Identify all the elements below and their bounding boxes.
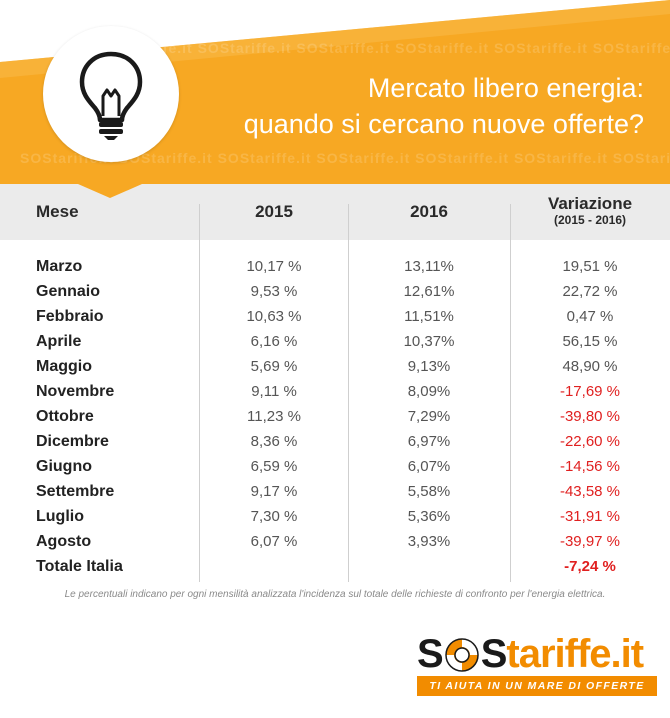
cell-2016: 7,29% <box>407 408 451 425</box>
cell-variazione: 19,51 % <box>562 258 618 275</box>
sostariffe-logo: S S tariffe.it TI AIUTA IN UN MARE DI OF… <box>417 632 657 698</box>
column-header-variazione-label: Variazione <box>547 194 633 213</box>
cell-mese: Dicembre <box>36 433 109 450</box>
bulb-badge <box>43 26 179 162</box>
cell-variazione: -43,58 % <box>559 483 621 500</box>
cell-variazione: -31,91 % <box>559 508 621 525</box>
table-row: Novembre 9,11 % 8,09% -17,69 % <box>0 379 670 404</box>
watermark-row: SOStariffe.it SOStariffe.it SOStariffe.i… <box>20 150 670 166</box>
cell-variazione: -39,80 % <box>559 408 621 425</box>
cell-mese: Giugno <box>36 458 92 475</box>
column-header-2016: 2016 <box>410 202 448 221</box>
cell-2015: 9,17 % <box>250 483 298 500</box>
cell-2015: 6,07 % <box>250 533 298 550</box>
table-row: Settembre 9,17 % 5,58% -43,58 % <box>0 479 670 504</box>
logo-domain: tariffe.it <box>506 632 644 676</box>
logo-letter: S <box>417 632 444 676</box>
table-row: Maggio 5,69 % 9,13% 48,90 % <box>0 354 670 379</box>
cell-mese: Novembre <box>36 383 115 400</box>
cell-variazione: 56,15 % <box>562 333 618 350</box>
cell-2015: 8,36 % <box>250 433 298 450</box>
cell-2016: 11,51% <box>404 308 454 325</box>
column-divider <box>199 204 200 582</box>
cell-mese: Settembre <box>36 483 115 500</box>
lightbulb-icon <box>79 51 143 140</box>
cell-mese: Gennaio <box>36 283 101 300</box>
cell-2015: 9,53 % <box>250 283 298 300</box>
cell-2015: 6,16 % <box>250 333 298 350</box>
table-row: Agosto 6,07 % 3,93% -39,97 % <box>0 529 670 554</box>
cell-2016: 5,58% <box>407 483 451 500</box>
cell-2016: 12,61% <box>403 283 455 300</box>
cell-mese: Agosto <box>36 533 92 550</box>
logo-letter: S <box>480 632 508 676</box>
cell-variazione: -7,24 % <box>564 558 616 575</box>
cell-2016: 3,93% <box>407 533 451 550</box>
cell-2016: 9,13% <box>407 358 451 375</box>
watermark-row: SOStariffe.it SOStariffe.it SOStariffe.i… <box>0 40 670 56</box>
table-row: Ottobre 11,23 % 7,29% -39,80 % <box>0 404 670 429</box>
column-header-variazione-sub: (2015 - 2016) <box>553 213 627 227</box>
cell-variazione: 48,90 % <box>562 358 618 375</box>
cell-mese: Maggio <box>36 358 92 375</box>
cell-mese: Marzo <box>36 258 83 275</box>
cell-2015: 11,23 % <box>247 408 301 425</box>
cell-mese: Totale Italia <box>36 558 123 575</box>
table-row: Luglio 7,30 % 5,36% -31,91 % <box>0 504 670 529</box>
title-line-1: Mercato libero energia: <box>367 73 644 103</box>
cell-2016: 5,36% <box>407 508 451 525</box>
cell-2015: 10,17 % <box>246 258 302 275</box>
title-line-2: quando si cercano nuove offerte? <box>243 109 644 139</box>
page-title: Mercato libero energia: quando si cercan… <box>224 70 644 142</box>
banner-pointer <box>78 184 142 198</box>
watermark: SOStariffe.it SOStariffe.it SOStariffe.i… <box>20 150 670 166</box>
column-header-mese: Mese <box>36 202 79 221</box>
cell-2016: 8,09% <box>407 383 451 400</box>
cell-2015: 10,63 % <box>246 308 302 325</box>
column-header-variazione: Variazione (2015 - 2016) <box>510 184 670 240</box>
cell-2015: 7,30 % <box>250 508 298 525</box>
cell-mese: Luglio <box>36 508 84 525</box>
watermark: SOStariffe.it SOStariffe.it SOStariffe.i… <box>0 40 670 56</box>
cell-mese: Febbraio <box>36 308 104 325</box>
table-row: Dicembre 8,36 % 6,97% -22,60 % <box>0 429 670 454</box>
cell-2015 <box>200 554 348 579</box>
table-row: Aprile 6,16 % 10,37% 56,15 % <box>0 329 670 354</box>
footnote: Le percentuali indicano per ogni mensili… <box>64 589 606 600</box>
cell-mese: Ottobre <box>36 408 94 425</box>
table-row-total: Totale Italia -7,24 % <box>0 554 670 579</box>
cell-2016: 13,11% <box>404 258 454 275</box>
cell-2015: 9,11 % <box>251 383 297 400</box>
column-divider <box>348 204 349 582</box>
cell-variazione: -17,69 % <box>559 383 621 400</box>
cell-variazione: 0,47 % <box>566 308 614 325</box>
logo-tagline: TI AIUTA IN UN MARE DI OFFERTE <box>417 676 657 696</box>
table-row: Giugno 6,59 % 6,07% -14,56 % <box>0 454 670 479</box>
table-row: Gennaio 9,53 % 12,61% 22,72 % <box>0 279 670 304</box>
cell-variazione: -39,97 % <box>559 533 621 550</box>
cell-2015: 5,69 % <box>250 358 298 375</box>
cell-2016: 6,07% <box>407 458 451 475</box>
cell-variazione: -14,56 % <box>559 458 621 475</box>
cell-variazione: -22,60 % <box>559 433 621 450</box>
cell-2016 <box>348 554 510 579</box>
table-row: Febbraio 10,63 % 11,51% 0,47 % <box>0 304 670 329</box>
logo-wordmark: S S tariffe.it <box>417 632 644 676</box>
cell-variazione: 22,72 % <box>562 283 618 300</box>
table-row: Marzo 10,17 % 13,11% 19,51 % <box>0 254 670 279</box>
column-divider <box>510 204 511 582</box>
cell-mese: Aprile <box>36 333 82 350</box>
cell-2016: 10,37% <box>403 333 455 350</box>
column-header-2015: 2015 <box>255 202 293 221</box>
lifebuoy-icon <box>444 638 479 672</box>
cell-2015: 6,59 % <box>250 458 298 475</box>
cell-2016: 6,97% <box>407 433 451 450</box>
